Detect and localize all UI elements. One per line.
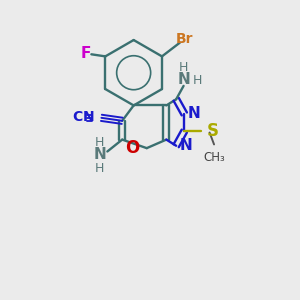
- Text: Br: Br: [176, 32, 193, 46]
- Text: H: H: [95, 136, 105, 149]
- Text: CH₃: CH₃: [204, 151, 226, 164]
- Text: N: N: [177, 72, 190, 87]
- Text: H: H: [179, 61, 188, 74]
- Text: H: H: [95, 163, 105, 176]
- Text: N: N: [94, 147, 106, 162]
- Text: N: N: [180, 138, 193, 153]
- Text: F: F: [81, 46, 91, 61]
- Text: S: S: [207, 122, 219, 140]
- Text: C: C: [72, 110, 83, 124]
- Text: O: O: [125, 139, 139, 157]
- Text: N: N: [82, 110, 94, 124]
- Text: H: H: [193, 74, 202, 87]
- Text: N: N: [188, 106, 201, 122]
